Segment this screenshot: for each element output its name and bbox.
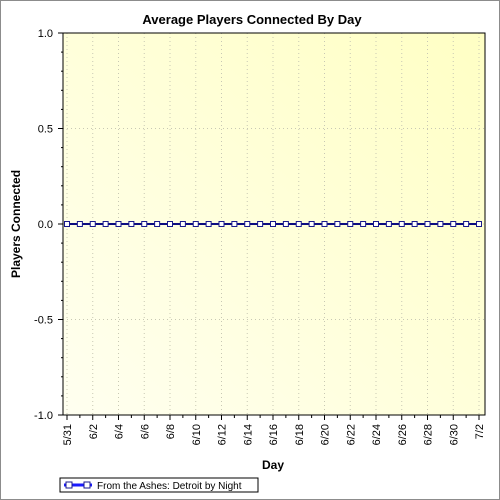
x-tick-label: 6/6 (139, 424, 151, 439)
data-point (398, 221, 405, 227)
data-point (373, 221, 379, 227)
x-tick-label: 7/2 (474, 424, 486, 439)
data-point (231, 221, 238, 227)
data-point (295, 221, 302, 227)
data-point (385, 221, 392, 227)
y-tick-label: -0.5 (34, 315, 53, 327)
data-point (411, 221, 418, 227)
data-point (102, 221, 109, 227)
data-point (347, 221, 354, 227)
data-point (192, 221, 199, 227)
x-tick-label: 6/20 (320, 424, 332, 445)
data-point (244, 221, 251, 227)
x-tick-label: 6/14 (242, 424, 254, 445)
data-point (141, 221, 148, 227)
data-point (218, 221, 225, 227)
x-tick-label: 6/2 (88, 424, 100, 439)
data-point (424, 221, 431, 227)
x-tick-label: 6/10 (191, 424, 203, 445)
data-point (437, 221, 444, 227)
x-tick-label: 5/31 (62, 424, 74, 445)
data-point (308, 221, 315, 227)
x-tick-label: 6/18 (294, 424, 306, 445)
x-tick-label: 6/24 (371, 424, 383, 445)
data-point (128, 221, 135, 227)
y-axis-label: Players Connected (9, 170, 23, 278)
data-point (64, 221, 70, 227)
legend: From the Ashes: Detroit by Night (59, 477, 259, 493)
data-point (450, 221, 457, 227)
y-tick-label: 0.5 (38, 124, 53, 136)
x-tick-label: 6/4 (114, 424, 126, 439)
x-tick-label: 6/22 (345, 424, 357, 445)
x-tick-label: 6/8 (165, 424, 177, 439)
data-point (115, 221, 122, 227)
data-point (257, 221, 264, 227)
x-tick-label: 6/28 (423, 424, 435, 445)
legend-swatch-marker (83, 481, 91, 489)
x-axis-label: Day (262, 458, 284, 472)
x-tick-label: 6/26 (397, 424, 409, 445)
y-tick-label: 0.0 (38, 219, 53, 231)
legend-box (59, 477, 259, 493)
data-point (167, 221, 173, 227)
data-point (270, 221, 276, 227)
data-point (360, 221, 367, 227)
data-point (463, 221, 470, 227)
x-tick-label: 6/30 (448, 424, 460, 445)
data-point (205, 221, 212, 227)
y-tick-label: 1.0 (38, 28, 53, 40)
data-point (89, 221, 96, 227)
data-point (476, 221, 482, 227)
legend-label: From the Ashes: Detroit by Night (97, 481, 242, 492)
data-point (282, 221, 289, 227)
data-point (334, 221, 341, 227)
y-tick-label: -1.0 (34, 410, 53, 422)
chart-title: Average Players Connected By Day (142, 12, 362, 27)
data-point (154, 221, 161, 227)
data-point (76, 221, 83, 227)
legend-swatch-marker (65, 481, 73, 489)
data-point (179, 221, 186, 227)
x-tick-label: 6/16 (268, 424, 280, 445)
data-point (321, 221, 328, 227)
x-tick-label: 6/12 (217, 424, 229, 445)
